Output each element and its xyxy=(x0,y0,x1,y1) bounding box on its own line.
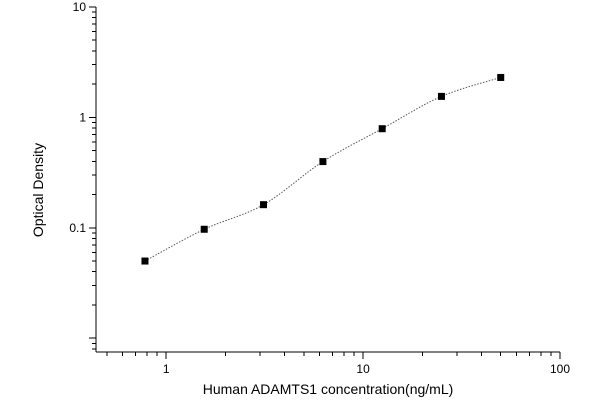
axis-tick-labels: 1 10 100 0.1 1 10 xyxy=(69,0,570,376)
data-point xyxy=(437,92,445,100)
data-points xyxy=(141,73,505,265)
data-point xyxy=(141,257,149,265)
x-tick-label-1: 1 xyxy=(163,362,170,376)
data-point xyxy=(497,73,505,81)
axis-ticks xyxy=(89,6,561,359)
y-tick-label-1: 1 xyxy=(79,110,86,124)
y-tick-label-10: 10 xyxy=(73,0,87,14)
data-point xyxy=(200,225,208,233)
x-axis-title: Human ADAMTS1 concentration(ng/mL) xyxy=(203,381,454,397)
data-point xyxy=(378,125,386,133)
y-tick-label-0.1: 0.1 xyxy=(69,221,86,235)
data-point xyxy=(260,201,268,209)
x-tick-label-10: 10 xyxy=(356,362,370,376)
axes xyxy=(95,7,560,353)
data-point xyxy=(319,158,327,166)
y-axis-title: Optical Density xyxy=(30,143,46,237)
x-tick-label-100: 100 xyxy=(550,362,570,376)
fit-curve xyxy=(144,76,501,262)
